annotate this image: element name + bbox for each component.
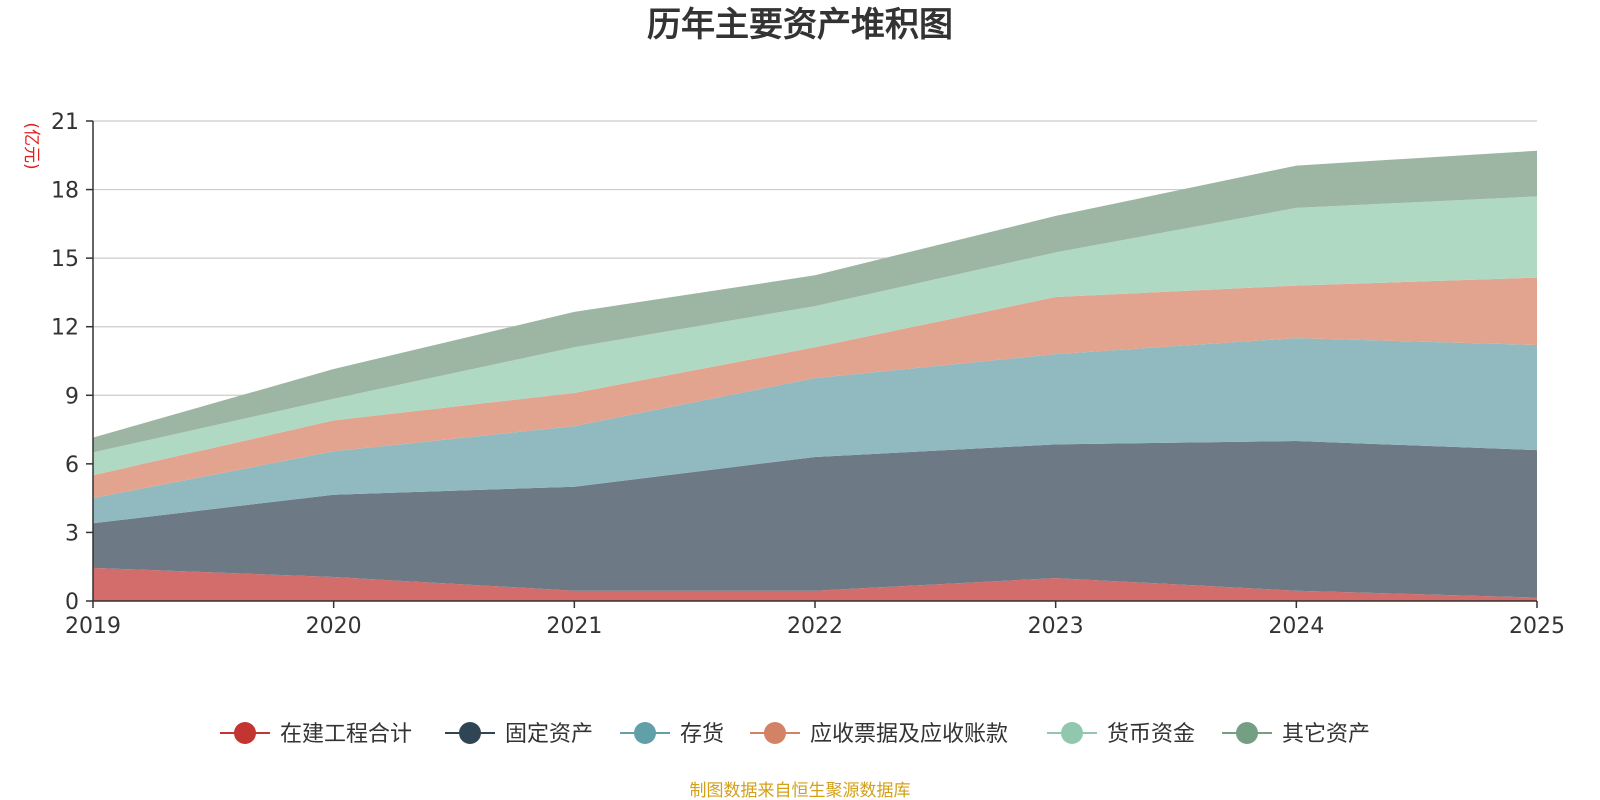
area-series-1 <box>93 567 1537 601</box>
legend-label: 其它资产 <box>1282 722 1370 747</box>
area-series-4 <box>93 277 1537 499</box>
x-tick-label: 2023 <box>1028 614 1084 639</box>
legend-item-6[interactable]: 其它资产 <box>1222 722 1370 747</box>
y-tick-label: 21 <box>51 110 79 135</box>
legend-marker <box>234 722 256 744</box>
y-tick-label: 12 <box>51 316 79 341</box>
axes: 0 3 6 9 12 15 18 21 2019 2020 2021 2022 2023 2024 2025 <box>51 110 1565 639</box>
x-tick-label: 2024 <box>1268 614 1324 639</box>
area-series-6 <box>93 150 1537 453</box>
y-tick-label: 0 <box>65 590 79 615</box>
legend-marker <box>634 722 656 744</box>
x-tick-label: 2021 <box>546 614 602 639</box>
area-series-3 <box>93 338 1537 524</box>
legend-marker <box>1236 722 1258 744</box>
legend-label: 应收票据及应收账款 <box>810 722 1008 747</box>
legend-label: 货币资金 <box>1107 722 1195 747</box>
x-tick-label: 2019 <box>65 614 121 639</box>
legend-marker <box>1061 722 1083 744</box>
legend-label: 在建工程合计 <box>280 722 412 747</box>
area-series-2 <box>93 441 1537 598</box>
y-tick-label: 6 <box>65 453 79 478</box>
x-tick-label: 2022 <box>787 614 843 639</box>
legend-item-5[interactable]: 货币资金 <box>1047 722 1195 747</box>
chart-title: 历年主要资产堆积图 <box>647 5 953 45</box>
x-tick-label: 2025 <box>1509 614 1565 639</box>
legend-item-2[interactable]: 固定资产 <box>445 722 593 747</box>
legend: 在建工程合计 固定资产 存货 应收票据及应收账款 货币资金 其它资产 <box>220 722 1370 747</box>
legend-item-1[interactable]: 在建工程合计 <box>220 722 412 747</box>
legend-marker <box>764 722 786 744</box>
y-tick-label: 9 <box>65 384 79 409</box>
area-series-5 <box>93 196 1537 476</box>
data-source-note: 制图数据来自恒生聚源数据库 <box>690 781 911 800</box>
y-axis-unit-label: (亿元) <box>21 122 41 169</box>
legend-label: 固定资产 <box>505 722 593 747</box>
legend-marker <box>459 722 481 744</box>
legend-item-4[interactable]: 应收票据及应收账款 <box>750 722 1008 747</box>
legend-label: 存货 <box>680 722 724 747</box>
x-tick-label: 2020 <box>306 614 362 639</box>
legend-item-3[interactable]: 存货 <box>620 722 724 747</box>
area-series-layer <box>93 150 1537 601</box>
y-tick-label: 15 <box>51 247 79 272</box>
y-tick-label: 18 <box>51 179 79 204</box>
y-tick-label: 3 <box>65 521 79 546</box>
